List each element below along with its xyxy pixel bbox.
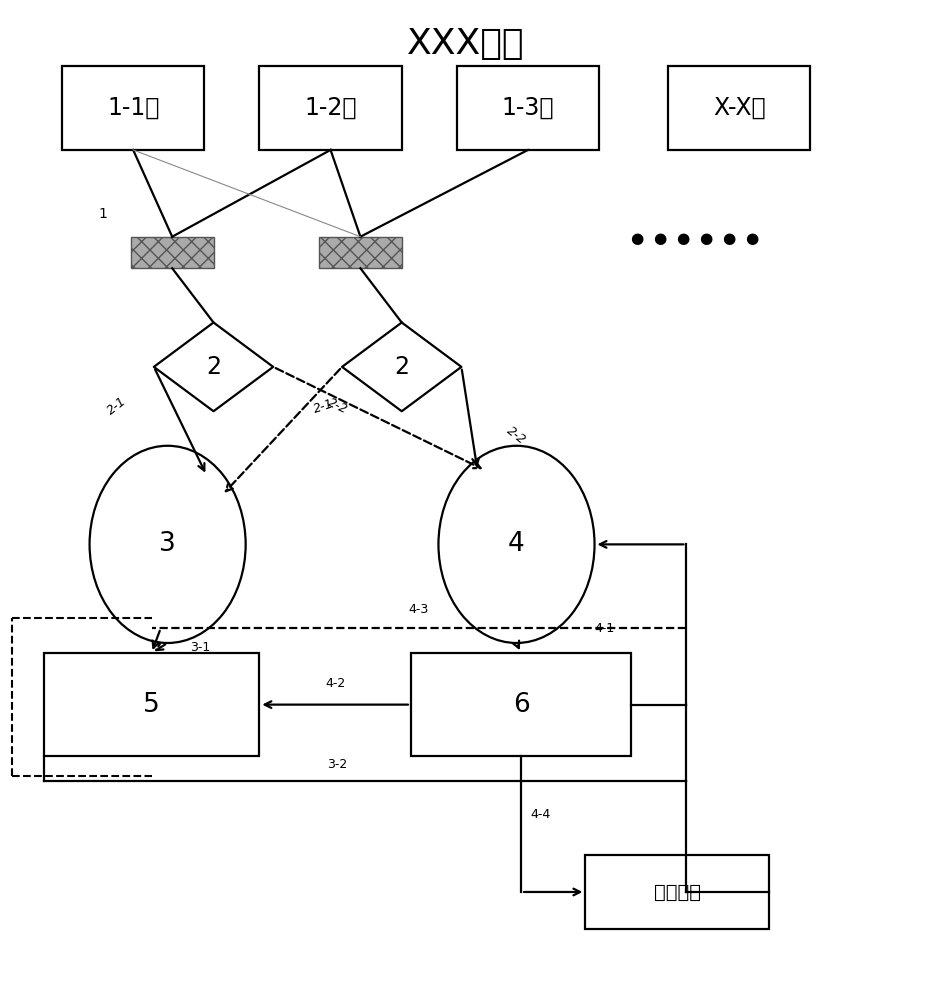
Text: 4-4: 4-4 [530,808,551,821]
Text: 5: 5 [144,692,160,718]
Text: 3-2: 3-2 [327,758,348,771]
Text: 1-3户: 1-3户 [501,96,555,120]
Bar [259,66,402,150]
Text: 4-2: 4-2 [325,677,345,690]
Text: 2-2: 2-2 [504,424,528,447]
Text: 2-2: 2-2 [325,396,350,417]
Text: 2-1: 2-1 [105,395,130,418]
Ellipse shape [89,446,246,643]
Text: 1-2户: 1-2户 [305,96,357,120]
Text: 4: 4 [508,531,525,557]
Text: 3: 3 [159,531,176,557]
Bar [62,66,204,150]
Text: 4-1: 4-1 [595,622,615,635]
Text: ●  ●  ●  ●  ●  ●: ● ● ● ● ● ● [631,231,760,246]
Bar [457,66,599,150]
Bar [130,237,213,268]
Text: 2: 2 [394,355,409,379]
Text: 6: 6 [513,692,529,718]
Text: 1-1户: 1-1户 [107,96,159,120]
Text: 2-1: 2-1 [312,397,336,416]
Bar [668,66,810,150]
Text: 2: 2 [206,355,221,379]
Text: 1: 1 [99,207,108,221]
Bar [411,653,631,756]
Text: 3-1: 3-1 [190,641,211,654]
Text: XXX小区: XXX小区 [407,27,525,61]
Ellipse shape [438,446,595,643]
Text: X-X户: X-X户 [713,96,765,120]
Bar [585,855,769,929]
Bar [44,653,259,756]
Bar [319,237,402,268]
Text: 供给用户: 供给用户 [653,882,701,901]
Text: 4-3: 4-3 [409,603,429,616]
